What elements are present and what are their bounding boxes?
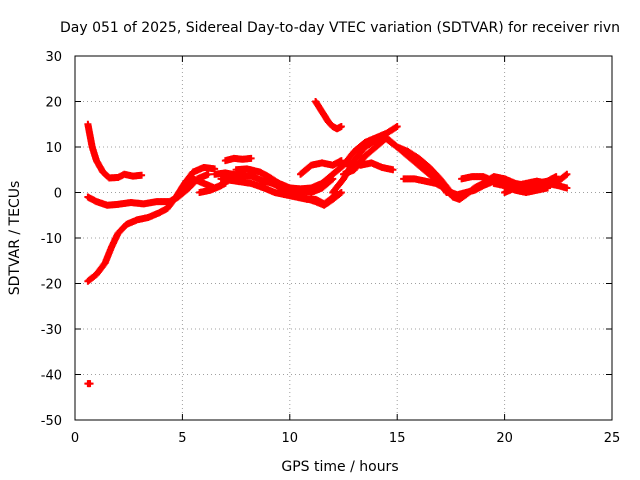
y-tick-label: 20 [45, 96, 62, 111]
series-arc-23 [501, 173, 560, 196]
data-point [86, 380, 94, 388]
x-axis-title: GPS time / hours [281, 459, 398, 475]
data-point [204, 170, 212, 178]
data-point [337, 189, 345, 196]
series-arc-17 [335, 159, 397, 174]
grid-layer [75, 56, 612, 420]
data-point [393, 123, 401, 131]
x-tick-label: 15 [389, 431, 406, 446]
series-arc-7 [221, 154, 255, 165]
y-tick-label: -10 [41, 232, 62, 247]
data-points-layer [84, 98, 571, 388]
data-point [138, 171, 146, 179]
series-arc-2 [84, 380, 94, 388]
y-tick-label: -40 [41, 369, 62, 384]
y-tick-label: 10 [45, 141, 62, 156]
series-arc-11 [264, 177, 345, 209]
series-arc-4 [84, 163, 219, 285]
data-point [247, 154, 255, 162]
x-tick-label: 20 [496, 431, 513, 446]
data-point [563, 170, 571, 178]
y-tick-label: -30 [41, 323, 62, 338]
y-tick-label: 0 [54, 187, 62, 202]
series-arc-13 [312, 98, 345, 133]
x-tick-label: 10 [282, 431, 299, 446]
y-axis-title: SDTVAR / TECUs [7, 181, 23, 296]
series-arc-16 [340, 134, 455, 196]
y-tick-label: 30 [45, 50, 62, 65]
x-tick-label: 25 [604, 431, 621, 446]
data-point [552, 173, 560, 181]
data-point [389, 166, 397, 174]
x-tick-label: 5 [178, 431, 186, 446]
series-arc-1 [84, 120, 146, 182]
tick-labels-layer: 0 5 10 15 20 25 -50 -40 -30 -20 -10 0 10 20 30 [41, 50, 621, 446]
data-point [337, 123, 345, 131]
y-tick-label: -50 [41, 414, 62, 429]
data-point [563, 184, 571, 192]
y-tick-label: -20 [41, 278, 62, 293]
x-tick-label: 0 [71, 431, 79, 446]
chart-title: Day 051 of 2025, Sidereal Day-to-day VTE… [60, 20, 620, 36]
ticks-layer [74, 55, 613, 421]
